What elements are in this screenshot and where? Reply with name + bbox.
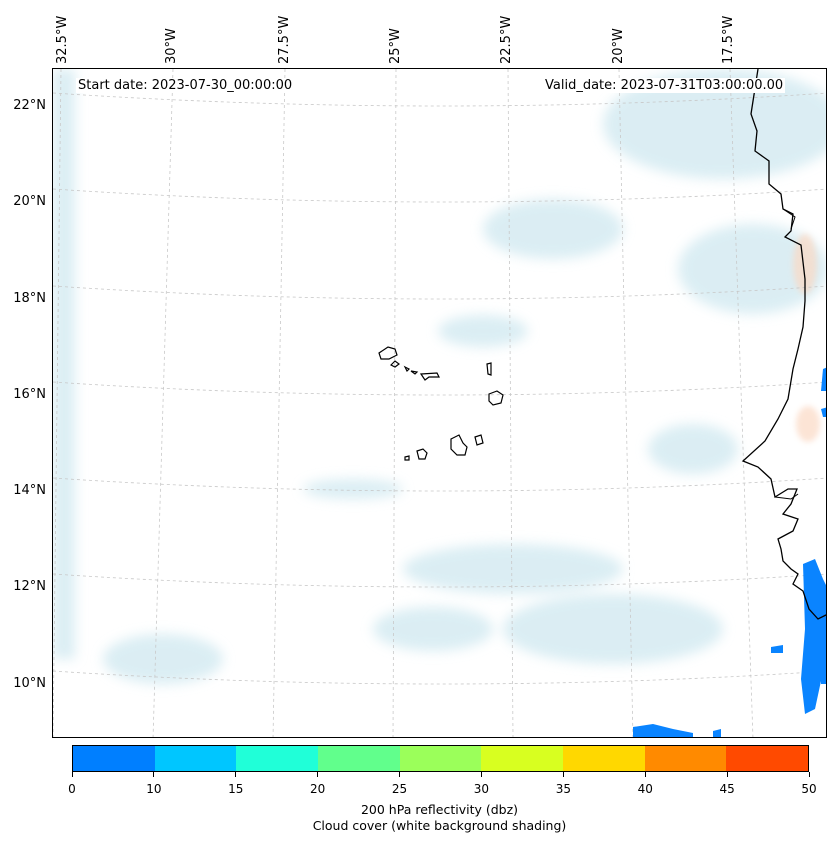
colorbar-tick-mark bbox=[808, 772, 810, 777]
reflectivity-cell-east-2 bbox=[821, 407, 826, 417]
gridlines bbox=[53, 69, 826, 737]
colorbar-segment bbox=[154, 746, 237, 771]
gridline-30w bbox=[152, 69, 174, 737]
colorbar-tick-mark bbox=[726, 772, 728, 777]
colorbar-tick-label: 0 bbox=[68, 782, 76, 796]
lat-label-14n: 14°N bbox=[13, 483, 46, 498]
colorbar-label-cloud-cover: Cloud cover (white background shading) bbox=[312, 818, 567, 833]
lon-label-27-5w: 27.5°W bbox=[277, 15, 292, 64]
lat-label-10n: 10°N bbox=[13, 676, 46, 691]
lon-label-25w: 25°W bbox=[388, 28, 403, 64]
island-sao-nicolau bbox=[419, 372, 440, 381]
start-date-label: Start date: 2023-07-30_00:00:00 bbox=[76, 78, 295, 93]
lat-label-16n: 16°N bbox=[13, 387, 46, 402]
colorbar-tick-label: 35 bbox=[555, 782, 571, 796]
lon-label-32-5w: 32.5°W bbox=[55, 15, 70, 64]
cape-verde-islands bbox=[378, 346, 504, 461]
island-sal bbox=[486, 362, 492, 376]
reflectivity-cell-east bbox=[821, 367, 826, 391]
lon-label-20w: 20°W bbox=[611, 28, 626, 64]
lat-label-12n: 12°N bbox=[13, 579, 46, 594]
colorbar-segment bbox=[644, 746, 727, 771]
colorbar-tick-mark bbox=[235, 772, 237, 777]
colorbar-segment bbox=[481, 746, 564, 771]
cloud-mass-northeast bbox=[678, 224, 826, 314]
island-santo-antao bbox=[378, 346, 398, 360]
gridline-17-5w bbox=[729, 69, 754, 737]
valid-date-label: Valid_date: 2023-07-31T03:00:00.00 bbox=[543, 78, 786, 93]
colorbar-tick-label: 15 bbox=[228, 782, 244, 796]
colorbar-tick-mark bbox=[153, 772, 155, 777]
island-santa-luzia bbox=[403, 365, 411, 373]
colorbar-segment bbox=[236, 746, 319, 771]
colorbar-tick-label: 10 bbox=[146, 782, 162, 796]
colorbar-tick-mark bbox=[644, 772, 646, 777]
colorbar-segment bbox=[318, 746, 400, 771]
colorbar-tick-label: 45 bbox=[719, 782, 735, 796]
island-santiago bbox=[450, 434, 468, 456]
colorbar bbox=[72, 745, 809, 772]
reflectivity-cell-coast bbox=[801, 559, 826, 714]
gridline-14n bbox=[53, 477, 826, 492]
cloud-cover-shading bbox=[53, 69, 826, 684]
lon-label-30w: 30°W bbox=[164, 28, 179, 64]
lon-label-17-5w: 17.5°W bbox=[721, 15, 736, 64]
colorbar-segment bbox=[726, 746, 809, 771]
colorbar-tick-mark bbox=[399, 772, 401, 777]
cloud-mass-north bbox=[603, 69, 826, 179]
lat-label-20n: 20°N bbox=[13, 194, 46, 209]
lat-label-18n: 18°N bbox=[13, 291, 46, 306]
cloud-band-southeast bbox=[503, 594, 723, 664]
island-boa-vista bbox=[488, 390, 504, 406]
colorbar-tick-label: 50 bbox=[801, 782, 817, 796]
colorbar-segment bbox=[563, 746, 645, 771]
island-fogo bbox=[416, 448, 428, 460]
colorbar-tick-label: 30 bbox=[473, 782, 490, 796]
colorbar-segment bbox=[73, 746, 155, 771]
cloud-band-south bbox=[403, 544, 623, 594]
colorbar-tick-mark bbox=[317, 772, 319, 777]
cloud-patch-southwest bbox=[103, 634, 223, 684]
reflectivity-areas bbox=[633, 367, 826, 737]
cloud-patch-mid bbox=[438, 315, 528, 347]
coastline-africa bbox=[741, 69, 826, 620]
gridline-22-5w bbox=[507, 69, 514, 737]
colorbar-tick-mark bbox=[562, 772, 564, 777]
island-sao-vicente bbox=[389, 360, 400, 368]
coastline-inlet-1 bbox=[782, 208, 796, 230]
lon-label-22-5w: 22.5°W bbox=[499, 15, 514, 64]
lat-label-22n: 22°N bbox=[13, 98, 46, 113]
cloud-mass-center-north bbox=[483, 199, 623, 259]
coastline-inlet-2 bbox=[774, 493, 799, 500]
light-warm-shading bbox=[793, 234, 820, 442]
colorbar-tick-label: 25 bbox=[391, 782, 408, 796]
colorbar-segment bbox=[399, 746, 482, 771]
colorbar-tick-mark bbox=[71, 772, 73, 777]
reflectivity-cell-small-2 bbox=[713, 729, 721, 737]
cloud-patch-east bbox=[648, 424, 738, 474]
gridline-16n bbox=[53, 381, 826, 396]
gridline-20w bbox=[618, 69, 634, 737]
gridline-25w bbox=[392, 69, 397, 737]
island-brava bbox=[404, 455, 410, 461]
reflectivity-cell-small bbox=[771, 645, 783, 653]
colorbar-tick-label: 40 bbox=[637, 782, 653, 796]
gridline-27-5w bbox=[272, 69, 286, 737]
map-canvas bbox=[53, 69, 826, 737]
cloud-band-south-2 bbox=[373, 607, 493, 651]
colorbar-label-reflectivity: 200 hPa reflectivity (dbz) bbox=[360, 802, 519, 817]
island-maio bbox=[474, 434, 484, 446]
cloud-band-west bbox=[53, 69, 75, 659]
reflectivity-cell-south bbox=[633, 724, 693, 737]
warm-patch-2 bbox=[796, 406, 820, 442]
cloud-patch-center bbox=[303, 479, 403, 499]
island-sao-nicolau-small bbox=[410, 370, 419, 375]
reflectivity-cell-small-3 bbox=[821, 672, 826, 684]
colorbar-tick-label: 20 bbox=[310, 782, 326, 796]
warm-patch-1 bbox=[793, 234, 817, 294]
map-panel[interactable] bbox=[52, 68, 827, 738]
colorbar-tick-mark bbox=[480, 772, 482, 777]
gridline-32-5w bbox=[53, 69, 62, 737]
